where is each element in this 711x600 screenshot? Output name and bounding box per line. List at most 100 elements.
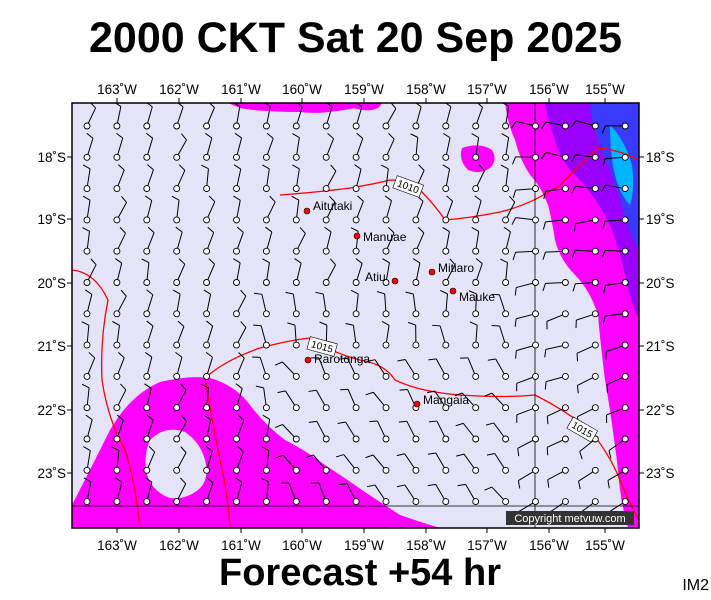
lon-label-top: 156˚W: [529, 82, 569, 97]
wind-barb: [412, 103, 422, 130]
rain-east-blue: [590, 103, 639, 250]
wind-barb: [471, 133, 480, 161]
wind-barb: [291, 195, 300, 224]
wind-barb: [405, 291, 420, 318]
wind-barb: [335, 454, 360, 474]
wind-barb: [171, 195, 181, 224]
lon-label-top: 163˚W: [97, 82, 137, 97]
wind-barb: [203, 414, 212, 443]
wind-barb: [292, 258, 302, 286]
lon-label-top: 162˚W: [159, 82, 199, 97]
wind-barb: [113, 414, 124, 443]
wind-barb: [82, 227, 91, 255]
wind-barb: [337, 421, 360, 443]
lon-label-top: 159˚W: [344, 82, 384, 97]
wind-barb: [412, 258, 421, 286]
wind-barb: [255, 385, 270, 412]
wind-barb: [472, 103, 483, 130]
wind-barb: [173, 446, 187, 474]
wind-barb: [369, 420, 390, 443]
wind-barb: [340, 388, 360, 412]
wind-barb: [292, 103, 303, 130]
wind-barb: [352, 164, 362, 193]
wind-barb: [491, 325, 510, 349]
wind-barb: [382, 258, 390, 286]
place-label-manuae: Manuae: [363, 230, 407, 244]
forecast-label: Forecast +54 hr: [219, 552, 501, 594]
lat-label-left: 18˚S: [37, 150, 66, 165]
lat-label-right: 20˚S: [646, 276, 675, 291]
town-marker-manuae: [353, 232, 361, 240]
wind-barb: [352, 195, 364, 224]
wind-barb: [546, 404, 569, 425]
wind-barb: [487, 358, 510, 380]
lon-label-top: 157˚W: [467, 82, 507, 97]
wind-barb: [501, 103, 510, 130]
wind-barb: [460, 357, 480, 380]
lon-label-top: 161˚W: [221, 82, 261, 97]
wind-barb: [571, 153, 599, 163]
wind-barb: [457, 483, 480, 506]
lon-label-bottom: 161˚W: [221, 538, 261, 553]
wind-barb: [511, 120, 539, 130]
wind-barb: [382, 133, 395, 161]
wind-barb: [541, 121, 569, 130]
wind-barb: [542, 216, 569, 230]
wind-barb: [322, 226, 332, 255]
wind-barb: [398, 420, 420, 443]
wind-barb: [544, 341, 569, 358]
wind-barb: [285, 291, 300, 318]
wind-barb: [442, 132, 451, 161]
wind-barb: [485, 422, 510, 443]
wind-barb: [173, 477, 187, 506]
wind-barb: [602, 310, 629, 324]
wind-barb: [440, 289, 450, 318]
wind-barb: [280, 482, 300, 506]
town-marker-mangaia: [413, 400, 421, 408]
wind-barb: [261, 446, 270, 474]
wind-barb: [579, 435, 599, 460]
wind-barb: [203, 445, 213, 474]
wind-barb: [367, 359, 390, 380]
wind-barb: [605, 341, 629, 360]
wind-barb: [143, 383, 152, 412]
wind-barb: [517, 466, 539, 489]
wind-barb: [515, 341, 539, 359]
wind-barb: [412, 226, 425, 255]
wind-barb: [514, 310, 539, 327]
isobar-1015-west-branch: [204, 377, 231, 528]
wind-barb: [233, 195, 241, 224]
wind-barb: [322, 164, 337, 193]
wind-barb: [253, 324, 270, 349]
isobar-label-1015-rarotonga: 1015: [306, 336, 338, 357]
wind-barb: [143, 320, 154, 349]
wind-barb: [607, 466, 629, 489]
wind-barb: [233, 321, 247, 349]
wind-barb: [607, 498, 629, 521]
lon-label-bottom: 155˚W: [585, 538, 625, 553]
wind-barb: [287, 322, 300, 349]
wind-barb: [512, 153, 539, 165]
wind-barb: [173, 133, 187, 161]
wind-barb: [469, 321, 480, 349]
lat-label-left: 23˚S: [37, 466, 66, 481]
wind-barb: [83, 352, 96, 380]
wind-barb: [512, 247, 539, 261]
wind-barb: [143, 132, 154, 161]
rain-south-west-hole: [145, 429, 207, 499]
wind-barb: [308, 389, 330, 412]
wind-barb: [143, 414, 154, 443]
wind-barb: [233, 445, 244, 474]
wind-barb: [352, 132, 364, 161]
wind-barb: [83, 446, 91, 474]
wind-barb: [322, 195, 336, 224]
wind-barb: [606, 372, 629, 393]
lon-label-bottom: 159˚W: [344, 538, 384, 553]
wind-barb: [517, 435, 539, 457]
lon-label-bottom: 160˚W: [282, 538, 322, 553]
wind-barb: [112, 321, 121, 349]
wind-barb: [233, 258, 241, 286]
wind-barb: [203, 132, 213, 161]
wind-barb: [608, 435, 629, 459]
axis-ticks: [67, 98, 644, 533]
